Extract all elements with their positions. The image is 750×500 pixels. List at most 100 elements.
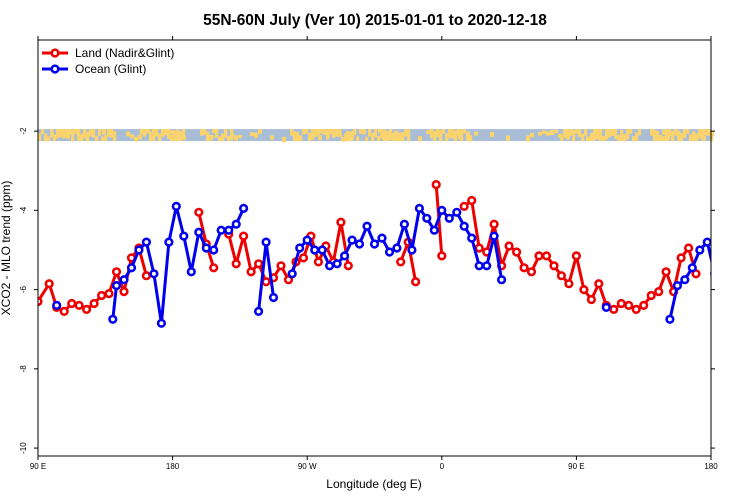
data-point bbox=[340, 251, 350, 261]
land-patch bbox=[80, 133, 84, 142]
land-patch bbox=[433, 131, 437, 142]
land-patch bbox=[668, 129, 672, 136]
data-point bbox=[392, 243, 402, 253]
data-point bbox=[459, 201, 469, 211]
x-tick-label: 180 bbox=[166, 462, 180, 471]
x-tick-label: 180 bbox=[704, 462, 718, 471]
land-patch bbox=[86, 135, 90, 142]
data-point bbox=[719, 320, 726, 327]
land-patch bbox=[662, 136, 666, 142]
land-patch bbox=[130, 134, 134, 139]
data-point bbox=[411, 277, 421, 287]
land-patch bbox=[632, 136, 636, 142]
data-point bbox=[710, 271, 711, 277]
data-point bbox=[44, 279, 54, 289]
plot-frame bbox=[37, 39, 712, 457]
data-point bbox=[631, 304, 641, 315]
land-patch bbox=[710, 134, 714, 142]
data-point bbox=[209, 245, 219, 255]
data-point bbox=[111, 281, 122, 291]
data-point bbox=[261, 237, 271, 247]
land-patch bbox=[302, 129, 306, 135]
data-point bbox=[201, 243, 211, 253]
land-patch bbox=[656, 130, 660, 142]
data-point bbox=[254, 306, 264, 317]
land-patch bbox=[56, 129, 60, 139]
data-point bbox=[287, 269, 297, 279]
land-patch bbox=[596, 129, 600, 137]
land-ocean-strip bbox=[38, 129, 714, 143]
data-point bbox=[313, 257, 324, 267]
data-point bbox=[519, 263, 529, 273]
land-patch bbox=[706, 130, 710, 136]
land-patch bbox=[458, 135, 462, 140]
data-point bbox=[74, 300, 84, 311]
data-point bbox=[556, 271, 567, 281]
data-point bbox=[108, 314, 118, 324]
land-patch bbox=[590, 133, 594, 142]
data-point bbox=[467, 195, 477, 206]
land-patch bbox=[572, 129, 576, 142]
data-point bbox=[571, 251, 582, 261]
land-patch bbox=[182, 129, 186, 138]
data-point bbox=[81, 304, 92, 315]
data-point bbox=[126, 263, 137, 273]
data-point bbox=[541, 251, 552, 261]
land-patch bbox=[474, 131, 478, 136]
data-point bbox=[474, 261, 484, 271]
land-patch bbox=[575, 129, 579, 134]
legend-marker bbox=[50, 48, 60, 58]
data-point bbox=[564, 279, 574, 289]
land-patch bbox=[578, 129, 582, 137]
data-point bbox=[119, 287, 129, 297]
land-patch bbox=[82, 134, 86, 138]
land-patch bbox=[554, 129, 558, 134]
land-patch bbox=[506, 135, 510, 141]
land-patch bbox=[347, 134, 351, 142]
land-patch bbox=[392, 133, 396, 142]
data-point bbox=[444, 213, 454, 223]
land-patch bbox=[305, 129, 309, 134]
land-patch bbox=[439, 130, 443, 142]
land-patch bbox=[126, 131, 130, 137]
land-patch bbox=[182, 135, 186, 141]
land-patch bbox=[546, 131, 550, 136]
data-point bbox=[534, 251, 544, 261]
data-point bbox=[616, 298, 626, 309]
land-patch bbox=[311, 129, 315, 140]
data-point bbox=[680, 275, 690, 285]
data-point bbox=[654, 287, 664, 297]
land-patch bbox=[614, 129, 618, 139]
land-patch bbox=[442, 129, 446, 134]
data-point bbox=[489, 219, 499, 229]
data-point bbox=[377, 233, 387, 243]
data-point bbox=[661, 267, 671, 277]
data-point bbox=[676, 253, 686, 263]
land-patch bbox=[359, 129, 363, 134]
land-patch bbox=[626, 129, 630, 140]
y-tick-label: -4 bbox=[19, 206, 28, 214]
data-point bbox=[336, 217, 346, 227]
land-patch bbox=[323, 129, 327, 135]
land-patch bbox=[346, 131, 350, 137]
data-point bbox=[149, 269, 159, 279]
land-patch bbox=[102, 129, 106, 135]
land-patch bbox=[454, 130, 458, 136]
land-patch bbox=[598, 135, 602, 141]
data-point bbox=[96, 290, 107, 301]
land-patch bbox=[683, 129, 687, 138]
land-patch bbox=[466, 131, 470, 138]
data-point bbox=[526, 267, 537, 277]
land-patch bbox=[218, 136, 222, 142]
land-patch bbox=[329, 129, 333, 135]
land-patch bbox=[569, 129, 573, 136]
data-point bbox=[702, 237, 711, 247]
land-patch bbox=[152, 129, 156, 141]
data-point bbox=[726, 239, 733, 246]
land-patch bbox=[469, 135, 473, 142]
land-patch bbox=[386, 133, 390, 142]
land-patch bbox=[701, 129, 705, 141]
data-point bbox=[209, 263, 219, 273]
land-patch bbox=[710, 131, 714, 136]
land-patch bbox=[350, 134, 354, 140]
